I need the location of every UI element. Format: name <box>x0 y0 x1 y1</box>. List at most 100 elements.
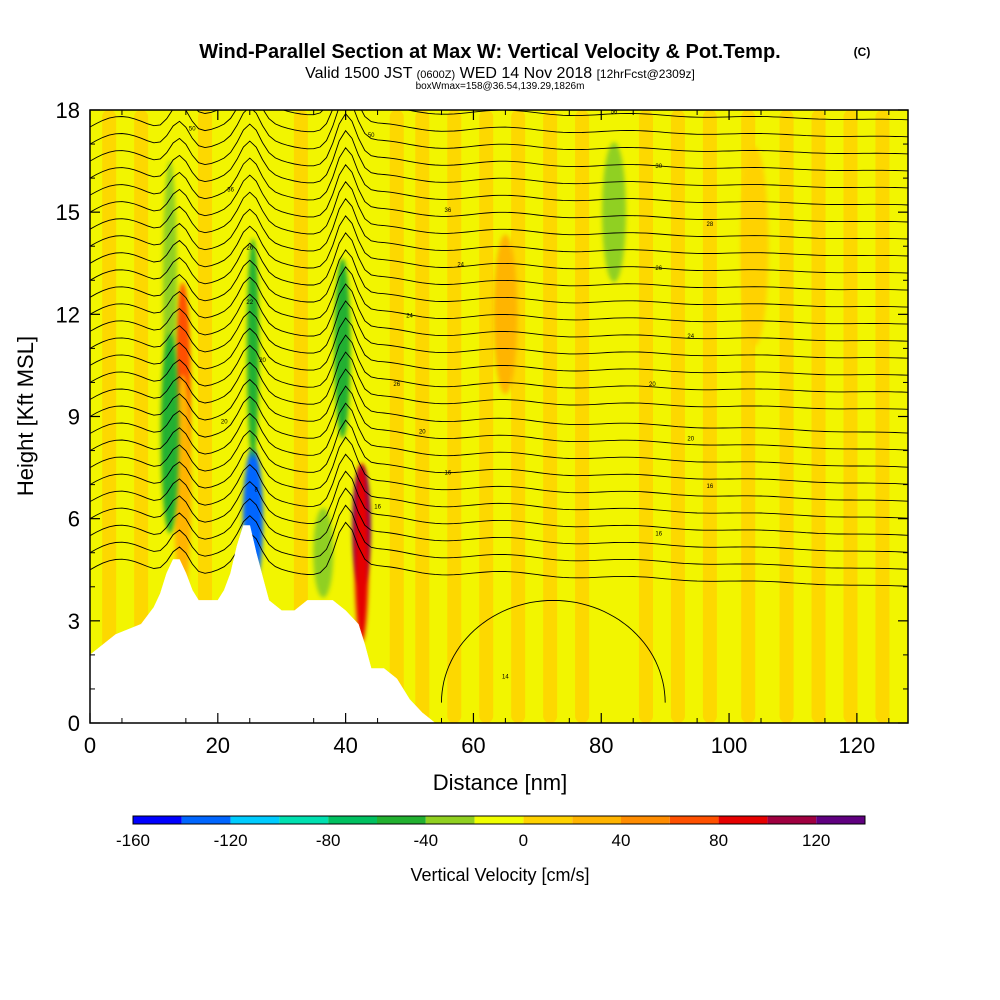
updraft-stripe <box>134 110 149 723</box>
theta-contour-label: 16 <box>445 470 452 476</box>
theta-contour-line <box>90 112 908 172</box>
theta-contour-line <box>90 504 908 570</box>
colorbar-swatch <box>816 816 865 824</box>
y-tick-label: 6 <box>68 507 80 532</box>
updraft-stripe <box>102 110 117 723</box>
theta-contour-label: 16 <box>707 484 714 490</box>
colorbar-tick-label: 40 <box>612 831 631 850</box>
colorbar-tick-label: -80 <box>316 831 341 850</box>
updraft-stripe <box>702 110 717 723</box>
theta-contour-label: 28 <box>707 222 714 228</box>
updraft-stripe <box>670 110 685 723</box>
terrain <box>90 525 436 723</box>
theta-contour-label: 24 <box>457 263 464 269</box>
theta-contour-label: 56 <box>611 109 618 115</box>
theta-contour-label: 20 <box>259 358 266 364</box>
theta-contour-line <box>90 334 908 393</box>
theta-contour-line <box>90 215 908 274</box>
colorbar-swatch <box>230 816 280 824</box>
theta-contour-line <box>90 521 908 587</box>
updraft-stripe <box>479 110 494 723</box>
colorbar-swatch <box>767 816 817 824</box>
theta-contour-line <box>90 300 908 359</box>
updraft-stripe <box>293 110 308 723</box>
x-tick-label: 20 <box>206 733 230 758</box>
y-axis-label: Height [Kft MSL] <box>13 336 38 496</box>
theta-contour-label: 26 <box>246 246 253 252</box>
colorbar-tick-label: -160 <box>116 831 150 850</box>
theta-contour-label: 20 <box>649 382 656 388</box>
velocity-feature <box>334 258 351 439</box>
valid-time-utc: (0600Z) <box>417 69 456 81</box>
x-tick-label: 120 <box>839 733 876 758</box>
colorbar-swatch <box>377 816 426 824</box>
theta-contour-line <box>90 436 908 502</box>
theta-contour-line <box>90 368 908 434</box>
theta-contour-line <box>90 453 908 519</box>
theta-contour-label: 8 <box>254 487 258 493</box>
valid-time-line: Valid 1500 JST (0600Z) WED 14 Nov 2018 [… <box>305 65 695 82</box>
theta-contour-label: 50 <box>368 133 375 139</box>
forecast-info: [12hrFcst@2309z] <box>597 67 695 81</box>
updraft-stripe <box>843 110 858 723</box>
x-tick-label: 100 <box>711 733 748 758</box>
updraft-stripe <box>511 110 526 723</box>
y-tick-label: 3 <box>68 609 80 634</box>
updraft-stripe <box>875 110 890 723</box>
velocity-feature <box>160 333 179 534</box>
y-tick-label: 9 <box>68 405 80 430</box>
theta-contour-line <box>90 402 908 468</box>
colorbar-label: Vertical Velocity [cm/s] <box>410 865 589 885</box>
theta-contour-line <box>90 198 908 257</box>
x-axis: 0 20 40 60 80 100 120 <box>84 110 890 758</box>
colorbar-swatch <box>523 816 573 824</box>
theta-contour-line <box>441 599 666 703</box>
colorbar-swatch <box>669 816 719 824</box>
updraft-stripe <box>638 110 653 723</box>
x-tick-label: 40 <box>333 733 357 758</box>
theta-contour-label: 30 <box>655 164 662 170</box>
theta-contour-line <box>90 283 908 342</box>
colorbar-tick-label: -120 <box>214 831 248 850</box>
boxwmax-info: boxWmax=158@36.54,139.29,1826m <box>416 81 585 92</box>
chart-title: Wind-Parallel Section at Max W: Vertical… <box>199 41 780 63</box>
x-tick-label: 0 <box>84 733 96 758</box>
theta-contour-line <box>90 181 908 240</box>
theta-contour-line <box>90 351 908 410</box>
theta-contour-line <box>90 266 908 325</box>
x-axis-label: Distance [nm] <box>433 770 568 795</box>
valid-date: WED 14 Nov 2018 <box>460 65 593 82</box>
colorbar-swatch <box>474 816 524 824</box>
theta-contour-line <box>90 110 908 138</box>
colorbar-swatch <box>181 816 231 824</box>
updraft-stripe <box>779 110 794 723</box>
colorbar-swatch <box>328 816 377 824</box>
theta-contour-line <box>90 419 908 485</box>
colorbar-swatch <box>718 816 768 824</box>
plot-area: 50 50 56 36 36 30 28 26 24 26 22 24 24 20 26 20 20 20 20 16… <box>90 109 908 723</box>
colorbar-swatch <box>133 816 182 824</box>
theta-contour-label: 26 <box>393 382 400 388</box>
colorbar: -160 -120 -80 -40 0 40 80 120 <box>116 815 866 850</box>
theta-contour-label: 50 <box>189 126 196 132</box>
updraft-stripe <box>389 110 404 723</box>
colorbar-tick-label: 120 <box>802 831 830 850</box>
theta-contour-label: 16 <box>655 532 662 538</box>
theta-contour-line <box>90 232 908 291</box>
updraft-stripe <box>415 110 430 723</box>
y-tick-label: 15 <box>56 200 80 225</box>
x-tick-label: 80 <box>589 733 613 758</box>
colorbar-tick-label: 0 <box>519 831 528 850</box>
updraft-stripe <box>543 110 558 723</box>
copyright-mark: (C) <box>854 45 871 59</box>
theta-contour-label: 24 <box>406 314 413 320</box>
theta-contour-label: 36 <box>227 188 234 194</box>
theta-contour-line <box>90 317 908 376</box>
theta-contour-line <box>90 129 908 189</box>
updraft-stripe <box>575 110 590 723</box>
y-tick-label: 0 <box>68 711 80 736</box>
theta-contour-label: 20 <box>419 430 426 436</box>
updraft-stripe <box>198 110 213 723</box>
